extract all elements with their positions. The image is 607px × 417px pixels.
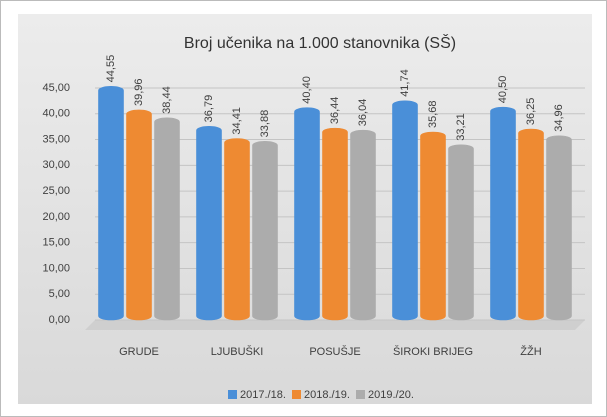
y-tick-label: 15,00	[42, 237, 70, 249]
y-tick-label: 30,00	[42, 159, 70, 171]
y-tick-label: 20,00	[42, 211, 70, 223]
data-label: 35,68	[427, 101, 439, 129]
y-tick-label: 5,00	[49, 288, 70, 300]
data-label: 36,44	[329, 97, 341, 125]
bar	[126, 109, 152, 321]
bar	[98, 86, 124, 321]
data-label: 36,04	[357, 99, 369, 127]
bar	[420, 131, 446, 321]
bar	[350, 129, 376, 321]
legend-label: 2018./19.	[304, 389, 350, 401]
x-tick-label: POSUŠJE	[309, 345, 360, 358]
y-tick-label: 0,00	[49, 314, 70, 326]
bar	[154, 117, 180, 321]
bar	[448, 144, 474, 321]
legend-swatch	[228, 390, 237, 399]
data-label: 36,25	[525, 98, 537, 126]
floor	[85, 320, 585, 330]
x-tick-label: GRUDE	[119, 346, 159, 358]
y-tick-label: 40,00	[42, 108, 70, 120]
chart-title: Broj učenika na 1.000 stanovnika (SŠ)	[184, 33, 456, 52]
data-label: 38,44	[161, 86, 173, 114]
bar	[322, 127, 348, 321]
bar	[490, 106, 516, 321]
data-label: 33,88	[259, 110, 271, 138]
bar	[252, 141, 278, 321]
data-label: 40,40	[301, 76, 313, 104]
x-tick-label: ŽŽH	[520, 345, 541, 358]
bar	[196, 126, 222, 321]
data-label: 44,55	[105, 55, 117, 83]
data-label: 41,74	[399, 69, 411, 97]
data-label: 34,41	[231, 107, 243, 135]
data-label: 40,50	[497, 76, 509, 104]
bar	[294, 107, 320, 321]
bar	[518, 128, 544, 321]
data-label: 33,21	[455, 113, 467, 141]
legend-label: 2017./18.	[240, 389, 286, 401]
legend-label: 2019./20.	[368, 389, 414, 401]
y-tick-label: 45,00	[42, 82, 70, 94]
legend-swatch	[356, 390, 365, 399]
bar	[224, 138, 250, 321]
data-label: 39,96	[133, 78, 145, 106]
x-tick-label: LJUBUŠKI	[211, 345, 264, 358]
bar	[392, 100, 418, 321]
legend-swatch	[292, 390, 301, 399]
y-tick-label: 25,00	[42, 185, 70, 197]
data-label: 36,79	[203, 95, 215, 123]
data-label: 34,96	[553, 104, 565, 132]
x-tick-label: ŠIROKI BRIJEG	[393, 345, 473, 358]
y-tick-label: 35,00	[42, 133, 70, 145]
bar	[546, 135, 572, 321]
y-tick-label: 10,00	[42, 262, 70, 274]
